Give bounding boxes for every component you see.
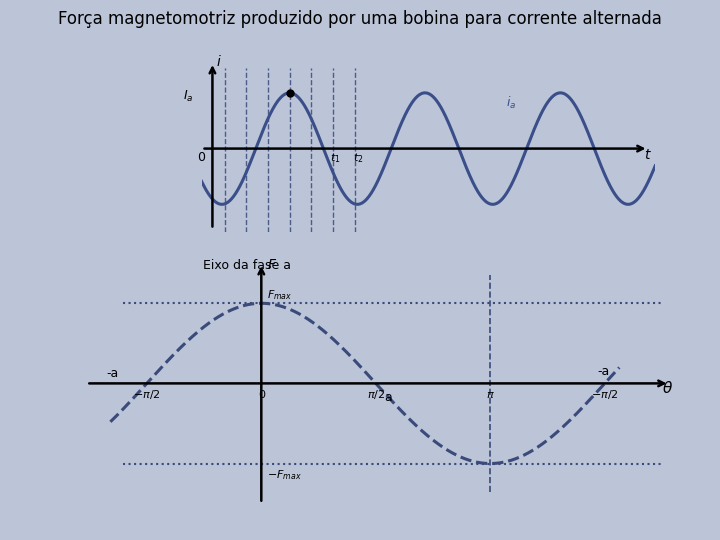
Text: $\pi/2$: $\pi/2$	[366, 388, 384, 401]
Text: $t_1$: $t_1$	[330, 151, 341, 165]
Text: $i$: $i$	[217, 54, 222, 69]
Text: 0: 0	[258, 390, 265, 400]
Text: -a: -a	[107, 367, 119, 380]
Text: a: a	[384, 391, 392, 404]
Text: -a: -a	[598, 366, 610, 379]
Text: $F_{max}$: $F_{max}$	[267, 288, 292, 302]
Text: 0: 0	[197, 151, 205, 164]
Text: $F$: $F$	[267, 258, 277, 272]
Text: $\pi$: $\pi$	[486, 390, 495, 400]
Text: $t$: $t$	[644, 147, 652, 161]
Text: Força magnetomotriz produzido por uma bobina para corrente alternada: Força magnetomotriz produzido por uma bo…	[58, 10, 662, 29]
Text: $-F_{max}$: $-F_{max}$	[267, 468, 302, 482]
Text: $I_a$: $I_a$	[183, 89, 193, 104]
Text: Eixo da fase a: Eixo da fase a	[203, 259, 291, 272]
Text: $i_a$: $i_a$	[506, 95, 516, 111]
Text: $-\pi/2$: $-\pi/2$	[133, 388, 161, 401]
Text: $-\pi/2$: $-\pi/2$	[591, 388, 618, 401]
Text: $\theta$: $\theta$	[662, 380, 673, 396]
Text: $t_2$: $t_2$	[354, 151, 364, 165]
